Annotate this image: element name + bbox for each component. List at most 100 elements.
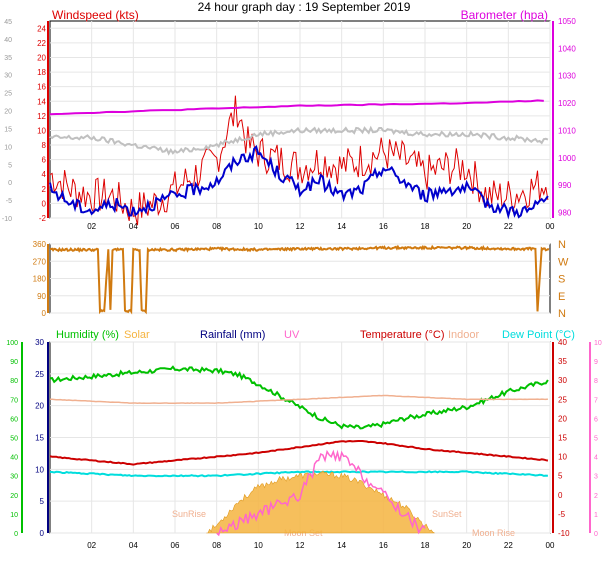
baro-tick-label: 990 bbox=[558, 181, 572, 190]
uv-tick-label: 2 bbox=[594, 493, 598, 500]
temp-tick-label: -10 bbox=[558, 529, 570, 538]
humidity-tick-label: 10 bbox=[10, 512, 18, 519]
wind-x-tick-label: 22 bbox=[504, 222, 513, 231]
temp-series-line bbox=[49, 470, 548, 478]
baro-tick-label: 1030 bbox=[558, 72, 576, 81]
compass-label: E bbox=[558, 291, 565, 303]
chart-title: 24 hour graph day : 19 September 2019 bbox=[197, 0, 411, 14]
baro-tick-label: 1010 bbox=[558, 126, 576, 135]
humidity-tick-label: 90 bbox=[10, 359, 18, 366]
sun-moon-label: SunRise bbox=[172, 509, 206, 519]
humidity-tick-label: 60 bbox=[10, 416, 18, 423]
uv-tick-label: 4 bbox=[594, 455, 598, 462]
rain-tick-label: 0 bbox=[40, 529, 45, 538]
outer-tick-label: 35 bbox=[4, 55, 12, 62]
uv-tick-label: 8 bbox=[594, 378, 598, 385]
humidity-tick-label: 70 bbox=[10, 397, 18, 404]
temp-x-tick-label: 20 bbox=[462, 541, 471, 550]
wind-left-tick-label: 0 bbox=[42, 199, 47, 208]
outer-tick-label: 45 bbox=[4, 19, 12, 26]
direction-tick-label: 270 bbox=[33, 257, 47, 266]
wind-series-line bbox=[49, 144, 549, 220]
temp-tick-label: 20 bbox=[558, 414, 567, 423]
wind-series-line bbox=[49, 95, 549, 226]
rain-tick-label: 20 bbox=[35, 402, 44, 411]
temp-tick-label: 25 bbox=[558, 395, 567, 404]
wind-x-tick-label: 06 bbox=[171, 222, 180, 231]
temp-tick-label: 15 bbox=[558, 434, 567, 443]
rain-tick-label: 30 bbox=[35, 338, 44, 347]
wind-left-tick-label: 2 bbox=[42, 185, 47, 194]
uv-tick-label: 9 bbox=[594, 359, 598, 366]
direction-tick-label: 90 bbox=[37, 292, 46, 301]
wind-x-tick-label: 12 bbox=[296, 222, 305, 231]
temp-x-tick-label: 12 bbox=[296, 541, 305, 550]
temp-x-tick-label: 14 bbox=[337, 541, 346, 550]
humidity-tick-label: 20 bbox=[10, 493, 18, 500]
sun-moon-label: SunSet bbox=[432, 509, 462, 519]
outer-tick-label: 10 bbox=[4, 144, 12, 151]
temp-legend-label: UV bbox=[284, 329, 300, 341]
sun-moon-label: Moon Rise bbox=[472, 528, 515, 538]
temp-legend-label: Solar bbox=[124, 329, 150, 341]
uv-tick-label: 0 bbox=[594, 531, 598, 538]
compass-label: N bbox=[558, 239, 566, 251]
wind-x-tick-label: 08 bbox=[212, 222, 221, 231]
temp-tick-label: 10 bbox=[558, 453, 567, 462]
baro-tick-label: 1020 bbox=[558, 99, 576, 108]
outer-tick-label: 20 bbox=[4, 109, 12, 116]
wind-x-tick-label: 00 bbox=[546, 222, 555, 231]
temp-x-tick-label: 08 bbox=[212, 541, 221, 550]
wind-left-tick-label: 4 bbox=[42, 170, 47, 179]
outer-tick-label: -10 bbox=[2, 216, 12, 223]
wind-left-tick-label: 22 bbox=[37, 39, 46, 48]
rain-tick-label: 25 bbox=[35, 370, 44, 379]
temp-x-tick-label: 18 bbox=[421, 541, 430, 550]
temp-legend-label: Temperature (°C) bbox=[360, 329, 444, 341]
humidity-tick-label: 0 bbox=[14, 531, 18, 538]
baro-axis-label: Barometer (hpa) bbox=[461, 8, 548, 22]
compass-label: W bbox=[558, 256, 569, 268]
wind-x-tick-label: 18 bbox=[421, 222, 430, 231]
temp-legend-label: Rainfall (mm) bbox=[200, 329, 265, 341]
wind-left-tick-label: 10 bbox=[37, 126, 46, 135]
outer-tick-label: 30 bbox=[4, 73, 12, 80]
baro-tick-label: 1000 bbox=[558, 154, 576, 163]
wind-left-tick-label: 12 bbox=[37, 112, 46, 121]
humidity-tick-label: 40 bbox=[10, 455, 18, 462]
compass-label: S bbox=[558, 274, 565, 286]
wind-series-line bbox=[49, 99, 544, 116]
direction-tick-label: 0 bbox=[42, 309, 47, 318]
direction-tick-label: 180 bbox=[33, 275, 47, 284]
uv-tick-label: 10 bbox=[594, 340, 602, 347]
direction-series-line bbox=[49, 244, 550, 315]
humidity-tick-label: 100 bbox=[6, 340, 18, 347]
temp-tick-label: 35 bbox=[558, 357, 567, 366]
wind-x-tick-label: 20 bbox=[462, 222, 471, 231]
temp-series-line bbox=[216, 449, 426, 537]
temp-x-tick-label: 04 bbox=[129, 541, 138, 550]
temp-tick-label: 40 bbox=[558, 338, 567, 347]
wind-x-tick-label: 16 bbox=[379, 222, 388, 231]
wind-x-tick-label: 04 bbox=[129, 222, 138, 231]
temp-x-tick-label: 00 bbox=[546, 541, 555, 550]
temp-x-tick-label: 22 bbox=[504, 541, 513, 550]
temp-series-line bbox=[49, 439, 549, 466]
temp-series-line bbox=[49, 365, 549, 430]
humidity-tick-label: 30 bbox=[10, 474, 18, 481]
wind-left-tick-label: 16 bbox=[37, 83, 46, 92]
temp-tick-label: 5 bbox=[558, 472, 563, 481]
wind-x-tick-label: 02 bbox=[87, 222, 96, 231]
wind-series-line bbox=[49, 125, 549, 156]
wind-axis-label: Windspeed (kts) bbox=[52, 8, 139, 22]
outer-tick-label: 0 bbox=[8, 180, 12, 187]
direction-tick-label: 360 bbox=[33, 240, 47, 249]
baro-tick-label: 1040 bbox=[558, 44, 576, 53]
wind-left-tick-label: 14 bbox=[37, 97, 46, 106]
wind-left-tick-label: 18 bbox=[37, 68, 46, 77]
uv-tick-label: 3 bbox=[594, 474, 598, 481]
baro-tick-label: 1050 bbox=[558, 17, 576, 26]
temp-x-tick-label: 02 bbox=[87, 541, 96, 550]
